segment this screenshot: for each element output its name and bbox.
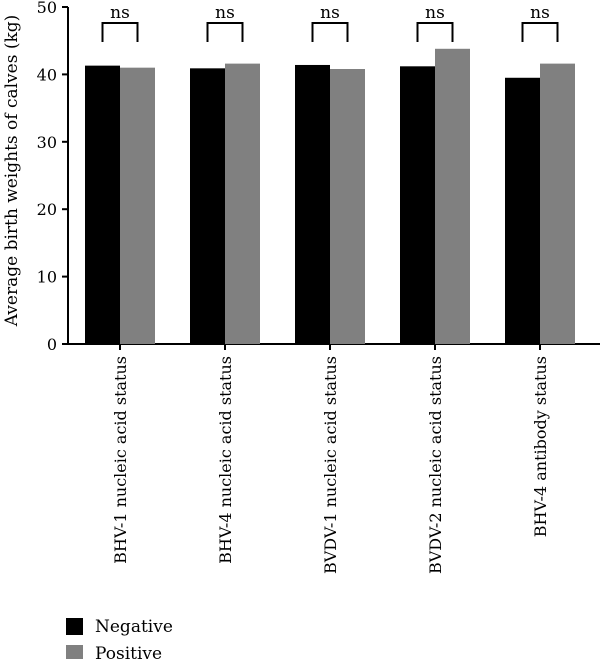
y-tick-label: 50 xyxy=(37,0,57,17)
x-tick-label: BHV-4 nucleic acid status xyxy=(216,356,235,564)
significance-brackets: ns ns ns ns ns xyxy=(101,3,559,42)
legend: Negative Positive xyxy=(66,617,173,659)
x-tick-label: BVDV-2 nucleic acid status xyxy=(426,356,445,574)
y-tick-label: 10 xyxy=(37,268,57,287)
bar-positive xyxy=(225,63,260,345)
legend-label-positive: Positive xyxy=(95,644,162,659)
bar-positive xyxy=(120,67,155,344)
bar-positive xyxy=(540,63,575,345)
significance-bracket xyxy=(521,22,559,42)
y-axis-title: Average birth weights of calves (kg) xyxy=(2,15,22,328)
bar-negative xyxy=(190,68,225,345)
bar-negative xyxy=(505,77,540,345)
y-tick-label: 0 xyxy=(47,335,57,354)
bars xyxy=(85,48,575,345)
x-tick-label: BHV-4 antibody status xyxy=(531,356,550,537)
bar-positive xyxy=(330,69,365,345)
y-tick-label: 30 xyxy=(37,133,57,152)
bar-positive xyxy=(435,48,470,345)
significance-bracket xyxy=(101,22,139,42)
legend-swatch-positive xyxy=(66,645,83,659)
significance-label: ns xyxy=(320,3,340,23)
y-tick-label: 20 xyxy=(37,200,57,219)
significance-label: ns xyxy=(215,3,235,23)
bar-negative xyxy=(85,65,120,344)
significance-bracket xyxy=(311,22,349,42)
significance-bracket xyxy=(206,22,244,42)
significance-label: ns xyxy=(110,3,130,23)
legend-label-negative: Negative xyxy=(95,617,173,637)
significance-label: ns xyxy=(530,3,550,23)
category-labels: BHV-1 nucleic acid status BHV-4 nucleic a… xyxy=(111,356,550,574)
bar-negative xyxy=(400,66,435,344)
x-tick-label: BVDV-1 nucleic acid status xyxy=(321,356,340,574)
significance-label: ns xyxy=(425,3,445,23)
bar-negative xyxy=(295,64,330,345)
significance-bracket xyxy=(416,22,454,42)
x-tick-label: BHV-1 nucleic acid status xyxy=(111,356,130,564)
axes: 0 10 20 30 40 50 xyxy=(37,0,600,354)
legend-swatch-negative xyxy=(66,618,83,635)
y-tick-label: 40 xyxy=(37,65,57,84)
